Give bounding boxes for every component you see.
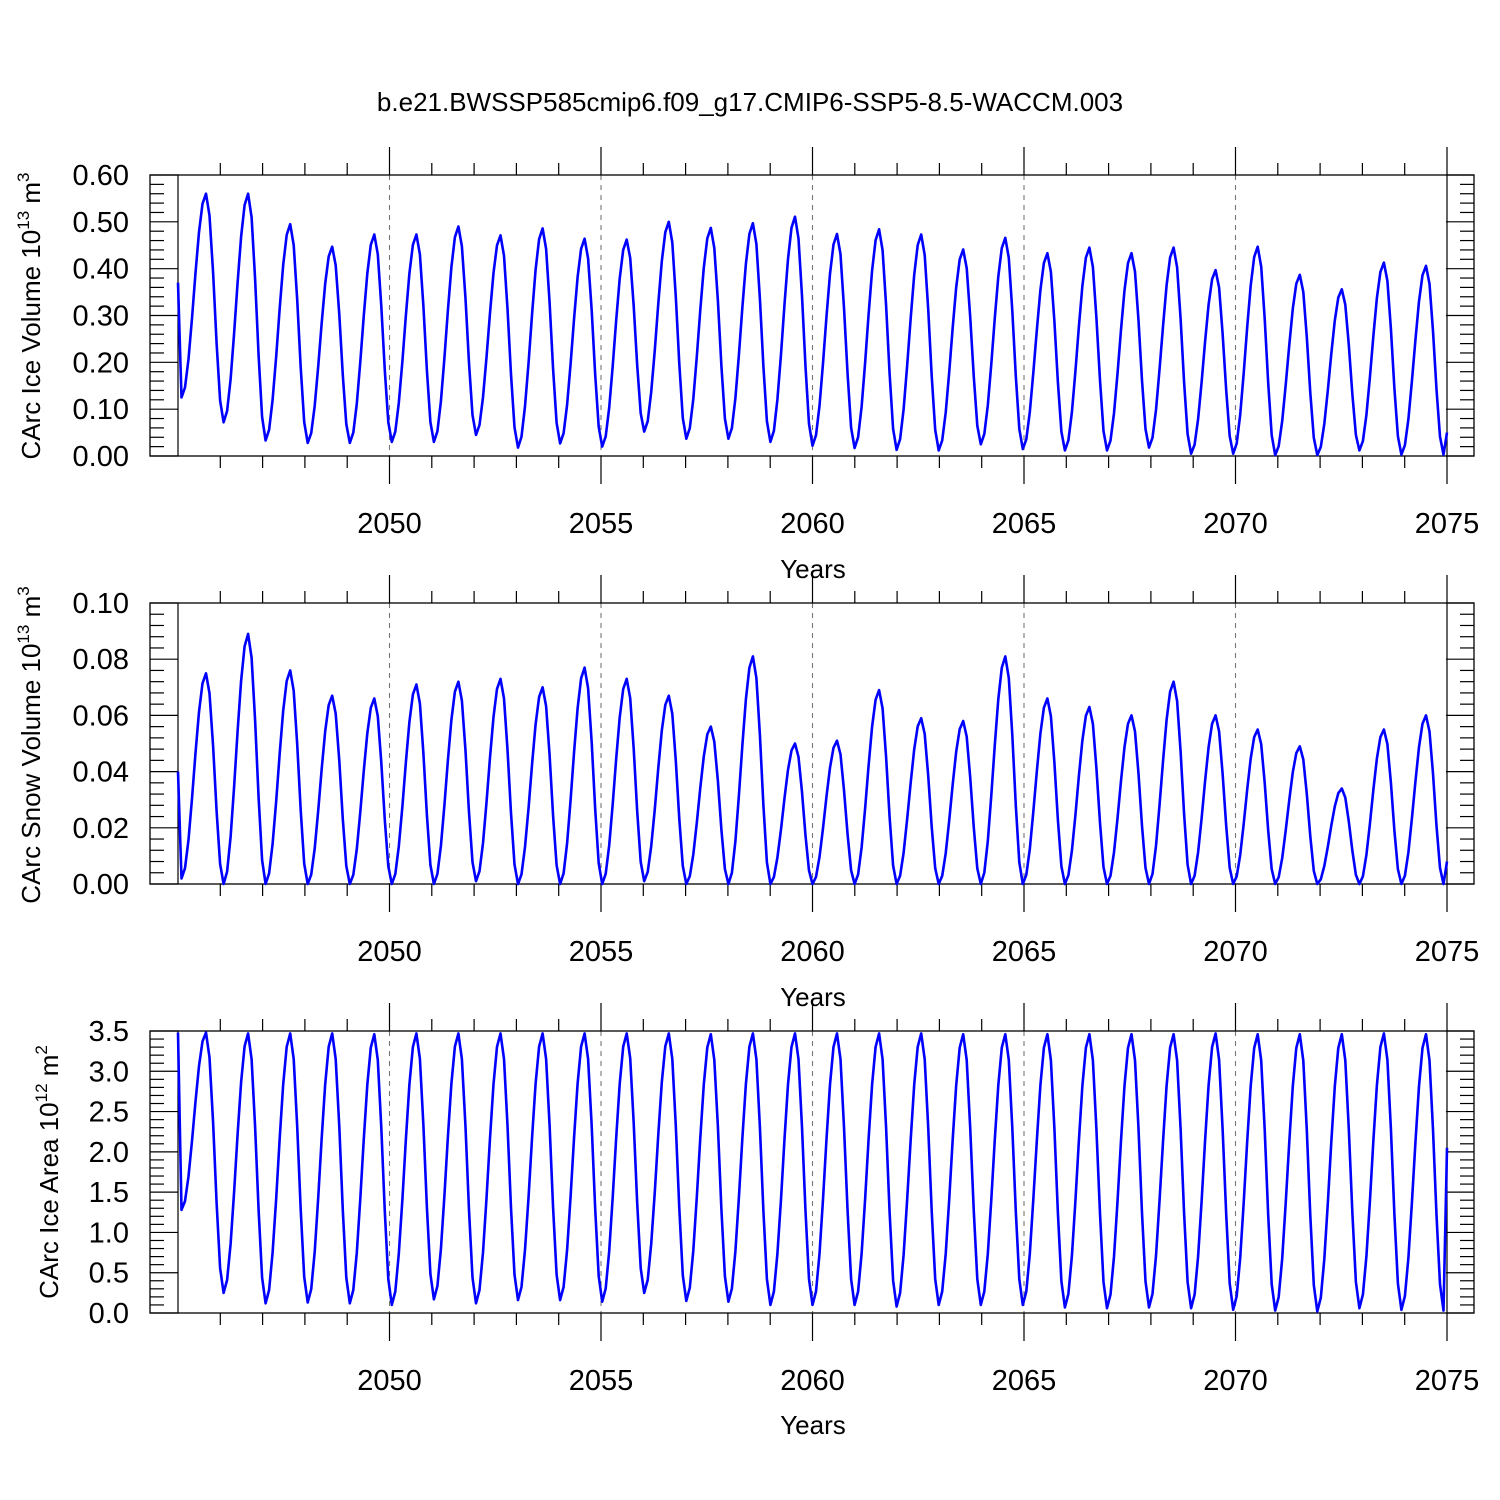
y-tick-label: 0.04: [73, 757, 129, 789]
y-tick-label: 0.40: [73, 254, 129, 286]
x-tick-label: 2070: [1203, 936, 1268, 968]
x-tick-label: 2055: [569, 508, 634, 540]
y-tick-label: 3.0: [89, 1056, 129, 1088]
y-tick-label: 0.0: [89, 1298, 129, 1330]
y-axis-title-unit: m: [34, 1055, 64, 1084]
data-series-line: [176, 632, 1449, 886]
chart-title: b.e21.BWSSP585cmip6.f09_g17.CMIP6-SSP5-8…: [377, 87, 1123, 117]
y-tick-label: 0.06: [73, 700, 129, 732]
y-axis-title-exponent: 13: [14, 625, 33, 644]
y-tick-label: 0.30: [73, 301, 129, 333]
y-tick-label: 1.0: [89, 1217, 129, 1249]
x-tick-label: 2065: [992, 1365, 1057, 1397]
y-axis-title-unit-exponent: 3: [14, 172, 33, 181]
data-series-line: [176, 1031, 1449, 1313]
y-tick-label: 3.5: [89, 1016, 129, 1048]
x-tick-label: 2075: [1415, 1365, 1480, 1397]
y-axis-title-main: CArc Snow Volume 10: [16, 644, 46, 904]
y-tick-label: 0.08: [73, 644, 129, 676]
y-tick-label: 0.5: [89, 1258, 129, 1290]
x-tick-label: 2055: [569, 1365, 634, 1397]
x-tick-label: 2060: [780, 1365, 845, 1397]
y-axis-title-unit-exponent: 2: [32, 1045, 51, 1054]
y-tick-label: 1.5: [89, 1177, 129, 1209]
chart-panel-3: 0.0 0.5 1.0 1.5 2.0 2.5 3.0 3.5 2050 2055 2060 2065…: [32, 1003, 1479, 1440]
y-tick-label: 2.5: [89, 1097, 129, 1129]
x-tick-label: 2050: [357, 936, 422, 968]
y-tick-label: 2.0: [89, 1137, 129, 1169]
chart-panel-2: 0.00 0.02 0.04 0.06 0.08 0.10 2050 2055 2060 2065…: [14, 575, 1479, 1012]
y-tick-label: 0.20: [73, 347, 129, 379]
y-axis-title-exponent: 12: [32, 1083, 51, 1102]
y-axis-title: CArc Snow Volume 1013 m3: [14, 586, 46, 903]
x-tick-label: 2065: [992, 508, 1057, 540]
y-tick-label: 0.00: [73, 869, 129, 901]
y-tick-label: 0.60: [73, 160, 129, 192]
data-series-line: [176, 192, 1449, 457]
x-tick-label: 2070: [1203, 508, 1268, 540]
x-tick-label: 2075: [1415, 508, 1480, 540]
x-tick-label: 2065: [992, 936, 1057, 968]
y-tick-label: 0.10: [73, 588, 129, 620]
y-tick-label: 0.10: [73, 394, 129, 426]
y-axis-title-exponent: 13: [14, 211, 33, 230]
x-tick-label: 2055: [569, 936, 634, 968]
x-tick-label: 2060: [780, 936, 845, 968]
x-tick-label: 2050: [357, 1365, 422, 1397]
chart-panel-1: 0.00 0.10 0.20 0.30 0.40 0.50 0.60 2050 2055 2060…: [14, 147, 1479, 584]
x-tick-label: 2050: [357, 508, 422, 540]
y-axis-title-unit: m: [16, 596, 46, 625]
x-axis-title: Years: [780, 1410, 846, 1440]
y-tick-label: 0.02: [73, 813, 129, 845]
x-tick-label: 2070: [1203, 1365, 1268, 1397]
x-tick-label: 2060: [780, 508, 845, 540]
y-axis-title-main: CArc Ice Volume 10: [16, 230, 46, 460]
y-axis-title-unit: m: [16, 182, 46, 211]
y-axis-title: CArc Ice Volume 1013 m3: [14, 172, 46, 459]
y-axis-title: CArc Ice Area 1012 m2: [32, 1045, 64, 1299]
y-tick-label: 0.50: [73, 207, 129, 239]
y-axis-title-main: CArc Ice Area 10: [34, 1102, 64, 1299]
y-axis-title-unit-exponent: 3: [14, 586, 33, 595]
y-tick-label: 0.00: [73, 441, 129, 473]
x-tick-label: 2075: [1415, 936, 1480, 968]
